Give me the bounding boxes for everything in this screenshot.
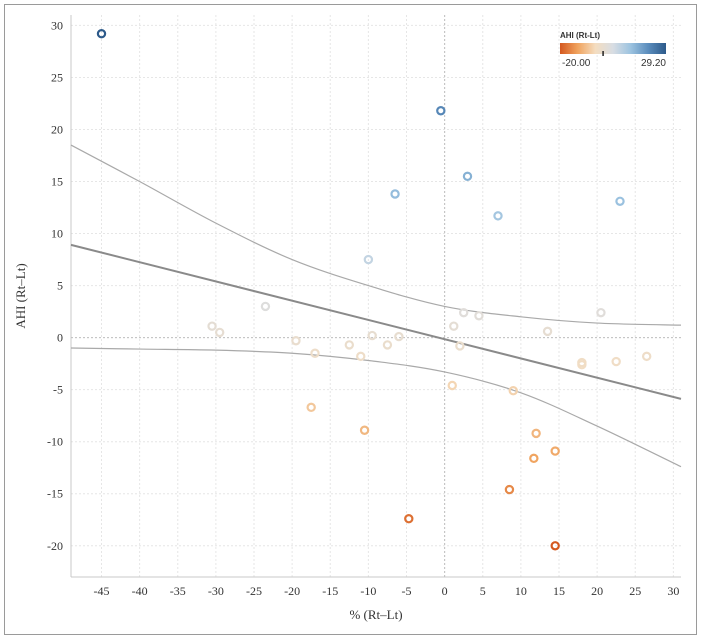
data-point — [596, 307, 606, 318]
y-tick-label: 20 — [51, 122, 63, 136]
x-tick-label: 10 — [515, 584, 527, 598]
data-point — [529, 453, 539, 464]
x-tick-label: 15 — [553, 584, 565, 598]
data-point — [455, 341, 465, 351]
regression-line — [70, 243, 682, 400]
data-point — [356, 351, 366, 362]
data-point — [504, 484, 515, 495]
x-tick-label: -40 — [132, 584, 148, 598]
regression-line-group — [70, 243, 682, 400]
data-point — [214, 327, 225, 338]
data-point — [310, 348, 320, 358]
legend-color-bar — [560, 43, 666, 54]
x-tick-labels: -45 -40 -35 -30 -25 -20 -15 -10 -5 0 5 10 15 20 25 30 — [94, 584, 680, 598]
x-tick-label: -35 — [170, 584, 186, 598]
figure-frame: -45 -40 -35 -30 -25 -20 -15 -10 -5 0 5 10 15 20 25 30 3… — [4, 4, 697, 635]
x-tick-label: -15 — [322, 584, 338, 598]
y-tick-label: 10 — [51, 227, 63, 241]
x-tick-label: -30 — [208, 584, 224, 598]
x-axis-title: % (Rt–Lt) — [349, 607, 402, 622]
data-point — [359, 425, 370, 435]
data-point — [382, 340, 393, 350]
legend-max-label: 29.20 — [641, 58, 666, 69]
data-point — [641, 351, 652, 362]
data-point — [615, 196, 625, 206]
scatter-chart: -45 -40 -35 -30 -25 -20 -15 -10 -5 0 5 10 15 20 25 30 3… — [13, 15, 682, 622]
data-point — [449, 321, 459, 331]
y-tick-label: -10 — [47, 435, 63, 449]
data-point — [493, 211, 503, 221]
x-tick-label: 0 — [442, 584, 448, 598]
grid — [71, 15, 681, 577]
x-tick-label: -10 — [360, 584, 376, 598]
x-tick-label: 25 — [629, 584, 641, 598]
data-point — [462, 171, 473, 182]
data-point — [458, 307, 469, 318]
y-tick-label: -5 — [53, 383, 63, 397]
y-tick-label: 0 — [57, 331, 63, 345]
legend-title: AHI (Rt-Lt) — [560, 31, 600, 40]
legend-min-label: -20.00 — [562, 58, 591, 69]
data-point — [436, 106, 446, 116]
x-tick-label: -25 — [246, 584, 262, 598]
y-tick-label: -20 — [47, 539, 63, 553]
data-point — [550, 446, 560, 456]
data-point — [531, 428, 541, 439]
data-point — [474, 311, 484, 321]
x-tick-label: 20 — [591, 584, 603, 598]
data-point — [291, 336, 301, 346]
data-points — [96, 29, 652, 551]
y-tick-label: 30 — [51, 18, 63, 32]
data-point — [404, 514, 414, 524]
data-point — [542, 326, 553, 337]
y-tick-label: 25 — [51, 70, 63, 84]
x-tick-label: -45 — [94, 584, 110, 598]
y-tick-label: -15 — [47, 487, 63, 501]
data-point — [550, 541, 560, 551]
data-point — [367, 330, 377, 341]
data-point — [447, 380, 457, 391]
data-point — [260, 301, 271, 312]
confidence-band — [70, 144, 682, 468]
x-tick-label: -20 — [284, 584, 300, 598]
confidence-upper-curve — [70, 144, 682, 326]
data-point — [363, 254, 374, 265]
axes — [70, 15, 681, 578]
x-tick-label: 30 — [667, 584, 679, 598]
data-point — [611, 356, 621, 367]
data-point — [577, 359, 587, 370]
color-legend: AHI (Rt-Lt) -20.00 29.20 — [560, 31, 666, 69]
y-tick-label: 15 — [51, 175, 63, 189]
y-tick-label: 5 — [57, 279, 63, 293]
y-axis-title: AHI (Rt–Lt) — [13, 263, 28, 328]
data-point — [96, 29, 107, 39]
data-point — [390, 189, 400, 199]
x-tick-label: 5 — [480, 584, 486, 598]
data-point — [344, 340, 355, 350]
x-tick-label: -5 — [402, 584, 412, 598]
confidence-lower-curve — [70, 347, 682, 468]
y-tick-labels: 30 25 20 15 10 5 0 -5 -10 -15 -20 — [47, 18, 63, 552]
data-point — [394, 331, 404, 342]
data-point — [306, 402, 316, 413]
data-point — [207, 321, 217, 331]
data-point — [508, 386, 518, 396]
